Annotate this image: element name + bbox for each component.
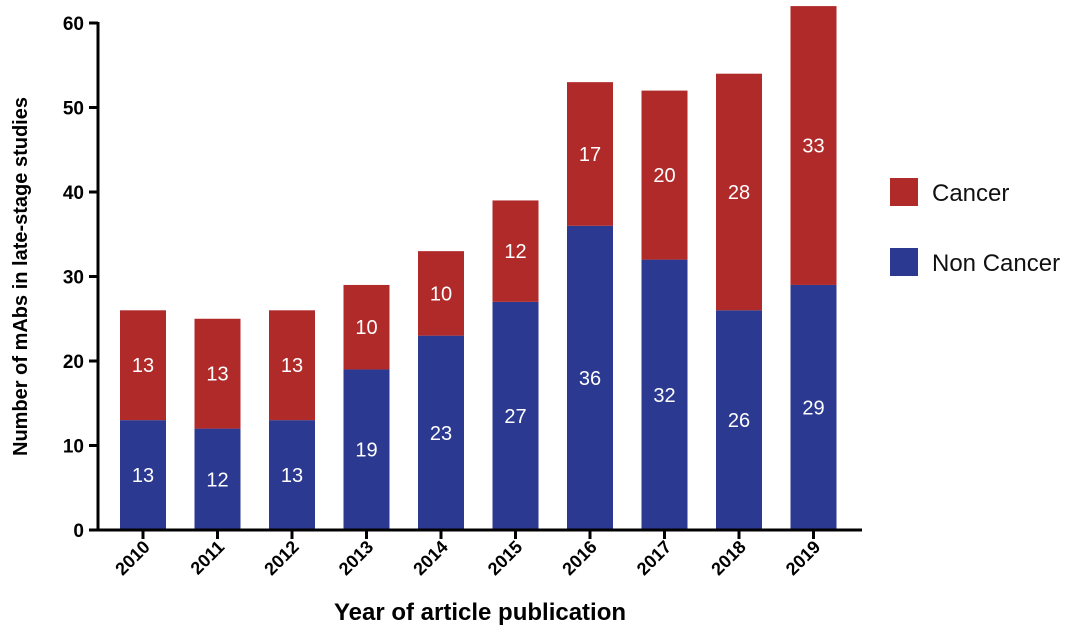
- bar-cancer-2014: [418, 251, 464, 336]
- bar-label-cancer-2012: 13: [281, 355, 303, 377]
- x-tick-label-2019: 2019: [782, 537, 824, 579]
- y-tick-label-0: 0: [73, 521, 84, 542]
- y-axis: 0 10 20 30 40 50 60: [63, 14, 100, 542]
- bar-non-cancer-2014: [418, 335, 464, 530]
- bar-label-non-cancer-2016: 36: [579, 368, 601, 390]
- y-tick-label-30: 30: [63, 268, 84, 289]
- bar-cancer-2012: [269, 310, 315, 421]
- bar-label-non-cancer-2017: 32: [653, 385, 675, 407]
- bar-label-cancer-2019: 33: [802, 136, 824, 158]
- bar-label-non-cancer-2019: 29: [802, 397, 824, 419]
- bar-cancer-2010: [120, 310, 166, 421]
- x-tick-label-2018: 2018: [707, 537, 749, 579]
- bar-non-cancer-2015: [492, 301, 539, 530]
- bar-labels-group: 13 13 12 13 13 13 19 10 23 10 27 12 36 17 32 20 26 28 29 33: [132, 136, 825, 492]
- bar-cancer-2016: [567, 82, 613, 226]
- bar-cancer-2017: [641, 90, 688, 260]
- bar-label-cancer-2016: 17: [579, 144, 601, 166]
- legend: Cancer Non Cancer: [890, 178, 1060, 277]
- y-tick-label-50: 50: [63, 99, 84, 120]
- x-tick-label-2013: 2013: [335, 537, 377, 579]
- bar-label-cancer-2010: 13: [132, 355, 154, 377]
- bar-non-cancer-2016: [567, 225, 613, 531]
- x-tick-label-2010: 2010: [111, 537, 153, 579]
- x-tick-label-2014: 2014: [409, 537, 451, 579]
- x-tick-label-2012: 2012: [260, 537, 302, 579]
- y-tick-label-20: 20: [63, 352, 84, 373]
- bar-label-non-cancer-2013: 19: [355, 440, 377, 462]
- x-axis-title: Year of article publication: [334, 599, 626, 626]
- bar-label-non-cancer-2012: 13: [281, 465, 303, 487]
- bar-cancer-2019: [790, 6, 837, 285]
- bar-label-cancer-2013: 10: [355, 317, 377, 339]
- legend-swatch-non-cancer: [890, 248, 918, 276]
- legend-label-non-cancer: Non Cancer: [932, 250, 1060, 277]
- legend-swatch-cancer: [890, 178, 918, 206]
- bar-cancer-2013: [343, 284, 390, 370]
- bars-group: [120, 6, 837, 531]
- bar-label-cancer-2015: 12: [504, 241, 526, 263]
- bar-non-cancer-2010: [120, 420, 166, 530]
- bar-non-cancer-2013: [343, 369, 390, 530]
- x-tick-label-2011: 2011: [187, 537, 229, 579]
- bar-cancer-2018: [716, 73, 762, 311]
- x-tick-label-2017: 2017: [633, 537, 675, 579]
- bar-cancer-2011: [194, 318, 241, 429]
- bar-label-cancer-2011: 13: [206, 364, 228, 386]
- bar-non-cancer-2012: [269, 420, 315, 530]
- legend-label-cancer: Cancer: [932, 180, 1009, 207]
- bar-label-cancer-2014: 10: [430, 283, 452, 305]
- bar-cancer-2015: [492, 200, 539, 302]
- bar-label-non-cancer-2010: 13: [132, 465, 154, 487]
- bar-non-cancer-2018: [716, 310, 762, 530]
- bar-non-cancer-2011: [194, 428, 241, 530]
- bar-label-cancer-2018: 28: [728, 182, 750, 204]
- bar-label-non-cancer-2014: 23: [430, 423, 452, 445]
- x-axis: 2010 2011 2012 2013 2014 2015 2016 2017 2018 2019: [96, 528, 862, 579]
- y-tick-label-60: 60: [63, 14, 84, 35]
- x-tick-label-2015: 2015: [484, 537, 526, 579]
- y-tick-label-10: 10: [63, 437, 84, 458]
- y-axis-title: Number of mAbs in late-stage studies: [10, 97, 32, 456]
- bar-non-cancer-2017: [641, 259, 688, 530]
- bar-label-cancer-2017: 20: [653, 165, 675, 187]
- bar-label-non-cancer-2015: 27: [504, 406, 526, 428]
- bar-label-non-cancer-2018: 26: [728, 410, 750, 432]
- bar-non-cancer-2019: [790, 284, 837, 530]
- y-tick-label-40: 40: [63, 183, 84, 204]
- bar-label-non-cancer-2011: 12: [206, 469, 228, 491]
- x-tick-label-2016: 2016: [558, 537, 600, 579]
